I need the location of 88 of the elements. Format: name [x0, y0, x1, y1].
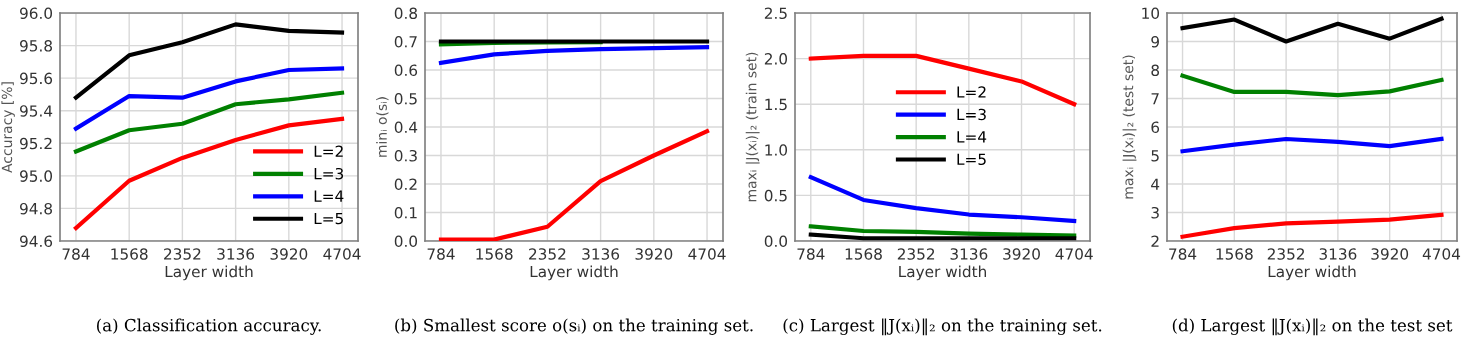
legend-label: L=2: [314, 145, 343, 157]
y-tick-label: 0.1: [394, 206, 417, 219]
legend-label: L=5: [314, 212, 343, 225]
x-axis-title: Layer width: [530, 265, 618, 281]
y-tick-label: 0.0: [394, 235, 418, 248]
y-tick-label: 0.5: [764, 189, 787, 202]
y-tick-label: 96.0: [20, 7, 53, 20]
y-tick-label: 4: [1151, 178, 1160, 190]
x-tick-label: 3920: [635, 248, 673, 260]
x-tick-label: 2352: [1267, 248, 1305, 260]
x-tick-label: 2352: [164, 248, 201, 260]
text: (b) Smallest score o(sᵢ) on the training set.: [395, 318, 753, 335]
y-tick-label: 95.8: [20, 40, 53, 52]
line-series: [808, 53, 1077, 107]
y-tick-label: 0.2: [394, 178, 417, 191]
y-tick-label: 95.4: [20, 105, 53, 117]
y-tick-label: 0.4: [394, 121, 418, 134]
line-series: [73, 22, 345, 100]
x-tick-label: 4704: [1055, 248, 1093, 260]
y-tick-label: 0.5: [394, 92, 417, 105]
legend-label: L=3: [314, 167, 344, 180]
y-tick-label: 6: [1151, 121, 1160, 134]
y-tick-label: 0.3: [394, 149, 417, 162]
x-tick-label: 3136: [1319, 248, 1357, 260]
line-series: [438, 129, 710, 241]
y-tick-label: 95.6: [20, 72, 53, 85]
y-tick-label: 95.2: [20, 137, 52, 150]
line-series: [808, 224, 1077, 238]
x-axis-title: Layer width: [165, 265, 253, 281]
text: (a) Classification accuracy.: [97, 318, 321, 335]
y-axis-title: Accuracy [%]: [1, 82, 15, 173]
legend-label: L=5: [957, 153, 986, 166]
y-tick-label: 8: [1151, 64, 1160, 77]
y-tick-label: 7: [1151, 93, 1159, 105]
line-series: [1180, 73, 1444, 98]
line-series: [73, 116, 345, 231]
y-axis-title: maxᵢ |J(xᵢ)|₂ (test set): [1122, 55, 1137, 199]
y-tick-label: 9: [1151, 35, 1159, 48]
line-series: [1180, 136, 1444, 154]
x-tick-label: 784: [1169, 248, 1197, 260]
y-tick-label: 0.7: [394, 35, 417, 48]
y-tick-label: 2: [1151, 235, 1159, 247]
y-tick-label: 5: [1151, 150, 1159, 162]
x-tick-label: 784: [427, 248, 455, 260]
y-tick-label: 10: [1142, 7, 1160, 20]
line-series: [1180, 212, 1444, 239]
line-series: [438, 45, 710, 65]
x-tick-label: 1568: [111, 248, 148, 260]
y-tick-label: 1.5: [765, 98, 787, 111]
x-tick-label: 2352: [897, 248, 935, 260]
y-tick-label: 0.6: [394, 64, 418, 77]
x-tick-label: 3920: [1003, 248, 1040, 260]
x-tick-label: 4704: [1422, 248, 1461, 260]
y-tick-label: 0.8: [394, 7, 418, 20]
y-tick-label: 94.6: [20, 235, 53, 248]
x-tick-label: 784: [62, 248, 90, 260]
x-tick-label: 1568: [1216, 248, 1253, 260]
x-tick-label: 784: [797, 248, 825, 260]
line-series: [808, 175, 1077, 224]
text: (c) Largest ‖J(xᵢ)‖₂ on the training set.: [783, 318, 1102, 336]
x-axis-title: Layer width: [1268, 265, 1356, 281]
x-tick-label: 1568: [476, 248, 513, 260]
y-tick-label: 95.0: [20, 170, 53, 182]
legend-label: L=4: [957, 131, 987, 143]
line-series: [1180, 16, 1444, 44]
y-tick-label: 1.0: [765, 144, 788, 156]
x-tick-label: 3920: [270, 248, 308, 260]
y-axis-title: maxᵢ |J(xᵢ)|₂ (train set): [745, 52, 760, 202]
x-tick-label: 4704: [323, 248, 361, 260]
x-axis-title: Layer width: [899, 265, 986, 281]
text: (d) Largest ‖J(xᵢ)‖₂ on the test set: [1172, 318, 1453, 336]
x-tick-label: 3920: [1371, 248, 1409, 260]
legend-label: L=2: [957, 86, 986, 98]
x-tick-label: 2352: [529, 248, 566, 260]
legend-label: L=3: [957, 108, 986, 121]
y-tick-label: 2.0: [764, 53, 788, 65]
x-tick-label: 4704: [688, 248, 726, 260]
y-tick-label: 94.8: [20, 202, 53, 215]
x-tick-label: 3136: [582, 248, 620, 260]
x-tick-label: 3136: [217, 248, 255, 260]
legend-label: L=4: [314, 190, 344, 202]
y-tick-label: 3: [1151, 206, 1159, 219]
x-tick-label: 1568: [845, 248, 882, 260]
y-tick-label: 2.5: [764, 7, 787, 20]
x-tick-label: 3136: [950, 248, 988, 260]
line-series: [73, 66, 345, 131]
y-axis-title: minᵢ o(sᵢ): [376, 97, 389, 157]
y-tick-label: 0.0: [764, 235, 788, 248]
